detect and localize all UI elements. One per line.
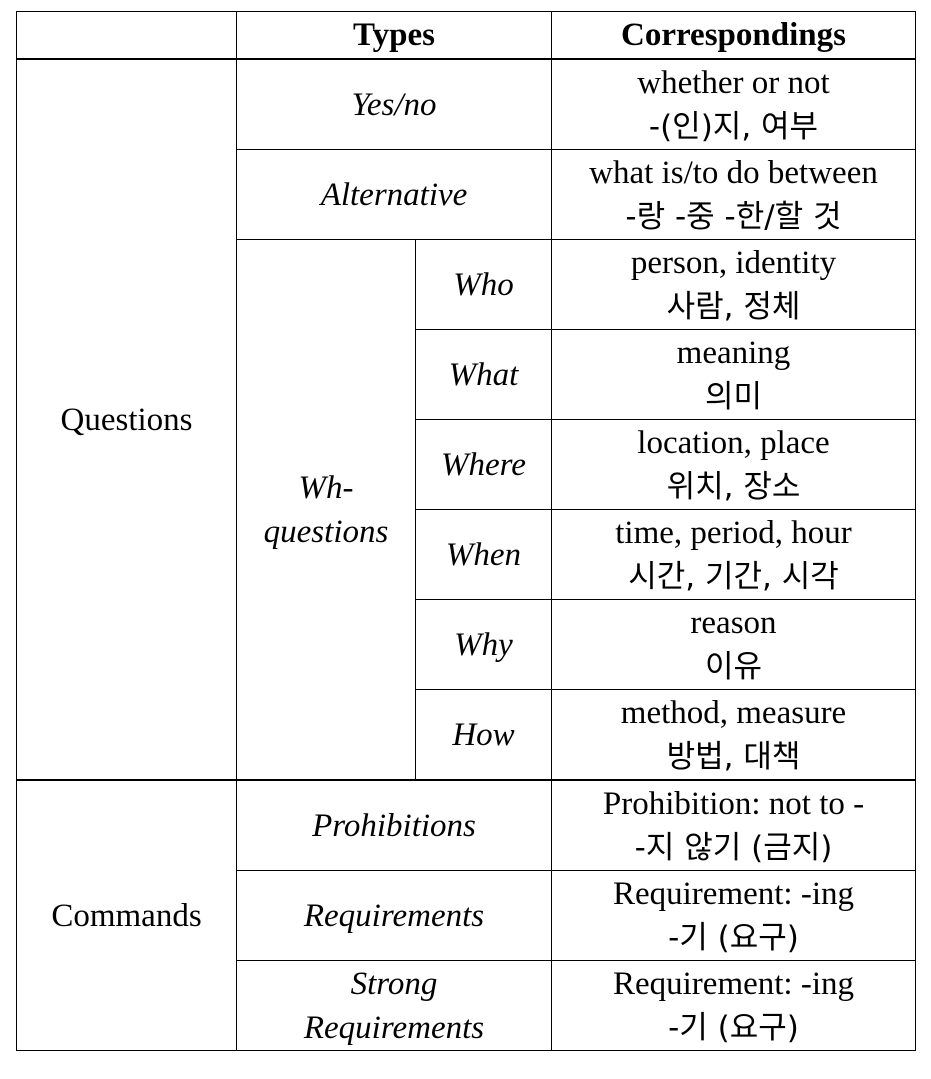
- subcategory-wh-questions: Wh- questions: [236, 239, 416, 781]
- type-why: Why: [415, 599, 552, 690]
- corresponding-where: location, place 위치, 장소: [551, 419, 916, 510]
- table-row: Wh- questions Who person, identity 사람, 정…: [17, 239, 916, 781]
- corresponding-korean: 사람, 정체: [666, 288, 801, 325]
- header-correspondings: Correspondings: [551, 11, 916, 60]
- corresponding-who: person, identity 사람, 정체: [551, 239, 916, 330]
- corresponding-korean: 위치, 장소: [666, 468, 801, 505]
- corresponding-alternative: what is/to do between -랑 -중 -한/할 것: [551, 149, 916, 240]
- type-strong-requirements: Strong Requirements: [236, 960, 552, 1051]
- type-who: Who: [415, 239, 552, 330]
- corresponding-korean: 의미: [704, 378, 763, 415]
- header-row: Types Correspondings: [16, 11, 916, 60]
- corresponding-requirements: Requirement: -ing -기 (요구): [551, 870, 916, 961]
- corresponding-english: what is/to do between: [589, 154, 878, 191]
- header-blank-cell: [16, 11, 237, 60]
- type-when: When: [415, 509, 552, 600]
- corresponding-english: time, period, hour: [615, 514, 852, 551]
- corresponding-korean: -(인)지, 여부: [648, 108, 819, 145]
- corresponding-when: time, period, hour 시간, 기간, 시각: [551, 509, 916, 600]
- corresponding-how: method, measure 방법, 대책: [551, 689, 916, 781]
- table-row: Alternative what is/to do between -랑 -중 …: [17, 149, 916, 240]
- table-row: Why reason 이유: [17, 599, 916, 690]
- wh-label-line2: questions: [263, 513, 389, 550]
- header-types: Types: [236, 11, 552, 60]
- corresponding-english: person, identity: [630, 244, 837, 281]
- corresponding-english: Requirement: -ing: [612, 965, 855, 1002]
- corresponding-english: reason: [690, 604, 777, 641]
- category-commands: Commands: [16, 779, 237, 1051]
- corresponding-korean: 이유: [704, 648, 763, 685]
- corresponding-korean: -기 (요구): [668, 1009, 799, 1046]
- table-row: Strong Requirements Requirement: -ing -기…: [17, 960, 916, 1051]
- corresponding-english: whether or not: [637, 64, 830, 101]
- table-row: Where location, place 위치, 장소: [17, 419, 916, 510]
- table-row: What meaning 의미: [17, 329, 916, 420]
- corresponding-strong-requirements: Requirement: -ing -기 (요구): [551, 960, 916, 1051]
- category-questions: Questions: [16, 58, 237, 781]
- type-alternative: Alternative: [236, 149, 552, 240]
- type-how: How: [415, 689, 552, 781]
- wh-label-line1: Wh-: [298, 469, 354, 506]
- corresponding-korean: -기 (요구): [668, 919, 799, 956]
- corresponding-korean: -랑 -중 -한/할 것: [625, 198, 842, 235]
- type-line2: Requirements: [303, 1009, 485, 1046]
- corresponding-why: reason 이유: [551, 599, 916, 690]
- corresponding-yes-no: whether or not -(인)지, 여부: [551, 58, 916, 150]
- corresponding-prohibitions: Prohibition: not to - -지 않기 (금지): [551, 779, 916, 871]
- type-prohibitions: Prohibitions: [236, 779, 552, 871]
- corresponding-english: method, measure: [620, 694, 847, 731]
- table-row: When time, period, hour 시간, 기간, 시각: [17, 509, 916, 600]
- corresponding-korean: -지 않기 (금지): [634, 829, 833, 866]
- corresponding-korean: 방법, 대책: [666, 738, 801, 775]
- type-yes-no: Yes/no: [236, 58, 552, 150]
- table-row: Commands Prohibitions Prohibition: not t…: [16, 779, 916, 1051]
- table-row: How method, measure 방법, 대책: [17, 689, 916, 781]
- type-where: Where: [415, 419, 552, 510]
- type-what: What: [415, 329, 552, 420]
- corresponding-english: meaning: [676, 334, 791, 371]
- corresponding-english: Requirement: -ing: [612, 875, 855, 912]
- types-correspondings-table: Types Correspondings Questions Yes/no wh…: [16, 11, 916, 1051]
- corresponding-english: Prohibition: not to -: [602, 785, 865, 822]
- corresponding-korean: 시간, 기간, 시각: [628, 558, 839, 595]
- table-row: Questions Yes/no whether or not -(인)지, 여…: [16, 58, 916, 781]
- type-line1: Strong: [350, 965, 438, 1002]
- corresponding-english: location, place: [637, 424, 830, 461]
- type-requirements: Requirements: [236, 870, 552, 961]
- corresponding-what: meaning 의미: [551, 329, 916, 420]
